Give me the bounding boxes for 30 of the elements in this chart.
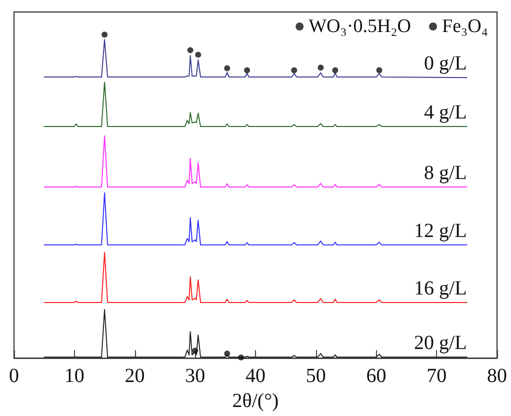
series-label: 4 g/L	[424, 102, 467, 124]
x-tick-label: 60	[366, 365, 386, 388]
x-tick-label: 70	[426, 365, 447, 388]
x-tick-label: 0	[9, 365, 19, 388]
series-label: 16 g/L	[414, 277, 467, 300]
point	[376, 67, 382, 74]
point	[238, 354, 244, 360]
series-label: 12 g/L	[414, 220, 467, 242]
x-tick-label: 10	[64, 365, 84, 388]
point	[192, 348, 198, 354]
x-axis-title: 2θ/(°)	[232, 390, 279, 412]
x-tick-label: 50	[306, 365, 326, 388]
point	[195, 52, 202, 58]
x-tick-label: 80	[487, 365, 507, 388]
x-tick-label: 40	[246, 365, 266, 388]
legend-label: WO₃·0.5H₂O	[308, 16, 412, 37]
series-label: 8 g/L	[424, 162, 467, 184]
x-tick-label: 30	[185, 365, 206, 388]
legend-label: Fe₃O₄	[442, 16, 488, 37]
point	[102, 32, 108, 38]
point	[318, 64, 324, 71]
point	[187, 47, 194, 54]
series-label: 0 g/L	[424, 52, 467, 75]
point	[332, 67, 338, 74]
x-tick-label: 20	[124, 365, 145, 388]
point	[291, 67, 298, 74]
point	[224, 350, 230, 357]
point	[244, 67, 250, 74]
point	[224, 65, 230, 72]
series-label: 20 g/L	[414, 332, 467, 354]
